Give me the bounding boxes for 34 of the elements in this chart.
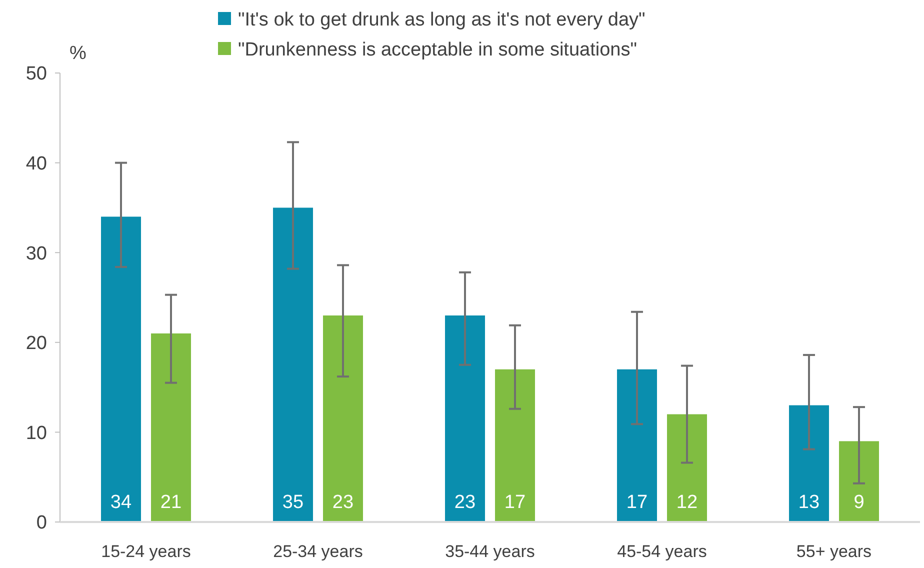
x-tick-label: 35-44 years — [445, 542, 535, 561]
data-label: 13 — [798, 492, 820, 513]
bar — [495, 369, 535, 522]
legend-label: "It's ok to get drunk as long as it's not every day" — [238, 10, 646, 31]
bar — [101, 216, 141, 522]
y-tick-label: 10 — [26, 422, 47, 444]
x-tick-label: 15-24 years — [101, 542, 191, 561]
bar — [839, 441, 879, 522]
bar — [789, 405, 829, 522]
data-label: 34 — [110, 492, 132, 513]
data-label: 12 — [676, 492, 698, 513]
y-tick-label: 20 — [26, 333, 47, 354]
data-label: 9 — [854, 492, 864, 513]
data-label: 17 — [504, 492, 526, 513]
bar — [667, 414, 707, 522]
bar — [151, 333, 191, 522]
bar — [323, 315, 363, 522]
data-label: 35 — [282, 492, 304, 513]
y-tick-label: 0 — [36, 512, 47, 534]
x-tick-label: 55+ years — [796, 542, 872, 561]
data-label: 23 — [332, 492, 354, 513]
x-tick-label: 25-34 years — [273, 542, 363, 561]
y-tick-label: 30 — [26, 243, 47, 264]
y-tick-label: 50 — [26, 64, 47, 85]
data-label: 21 — [160, 492, 182, 513]
data-label: 17 — [626, 492, 648, 513]
y-tick-label: 40 — [26, 153, 47, 174]
bar — [617, 369, 657, 522]
x-tick-label: 45-54 years — [617, 542, 707, 561]
legend-label: "Drunkenness is acceptable in some situations" — [238, 40, 637, 61]
bar — [273, 208, 313, 522]
bar — [445, 315, 485, 522]
y-axis-title: % — [70, 43, 87, 64]
data-label: 23 — [454, 492, 476, 513]
